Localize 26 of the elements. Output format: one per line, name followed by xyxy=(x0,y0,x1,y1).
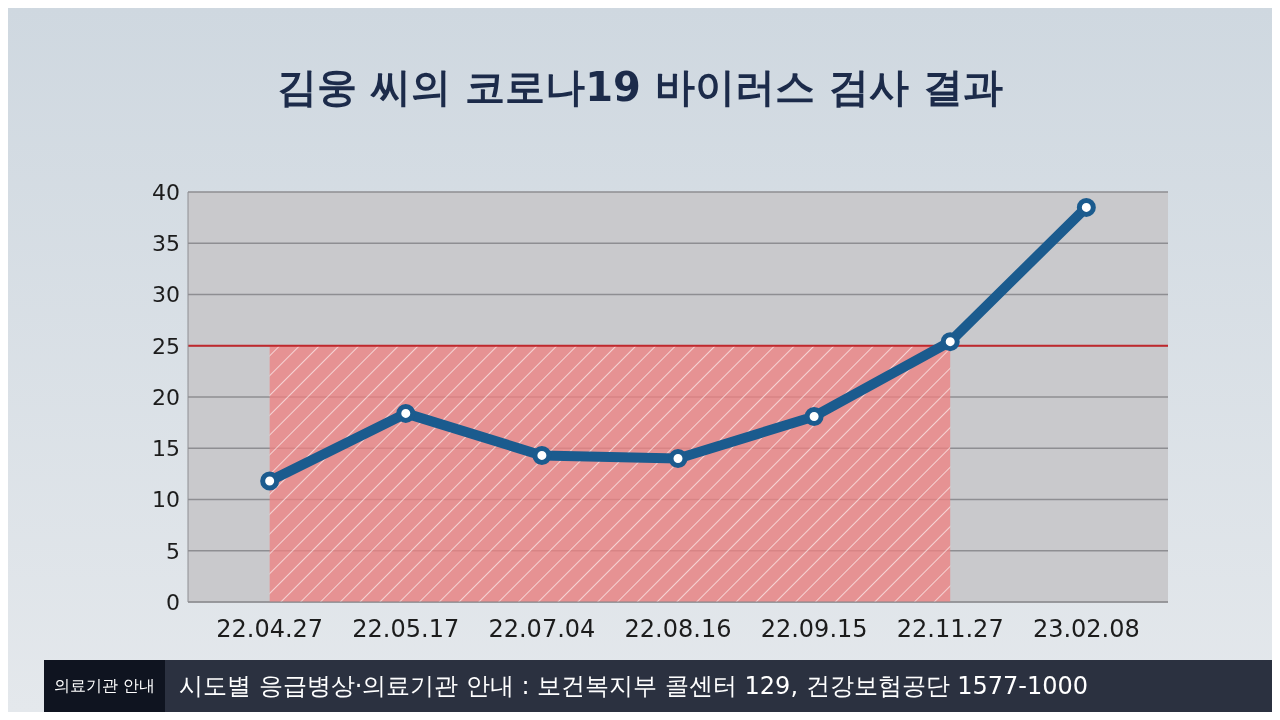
x-tick-label: 22.05.17 xyxy=(352,615,460,644)
x-tick-label: 22.07.04 xyxy=(488,615,596,644)
x-tick-label: 22.08.16 xyxy=(624,615,732,644)
text: 의료기관 안내 xyxy=(44,660,166,712)
x-tick-label: 23.02.08 xyxy=(1032,615,1140,644)
chart-title: 김웅 씨의 코로나19 바이러스 검사 결과 xyxy=(276,63,1004,112)
point xyxy=(260,471,280,491)
y-tick-label: 5 xyxy=(166,538,180,564)
point xyxy=(532,445,552,465)
x-tick-label: 22.04.27 xyxy=(216,615,324,644)
point xyxy=(668,449,688,468)
x-tick-label: 22.09.15 xyxy=(760,615,868,644)
y-tick-label: 20 xyxy=(152,384,180,410)
y-tick-label: 40 xyxy=(152,179,180,205)
y-tick-label: 35 xyxy=(152,231,180,257)
x-tick-label: 22.11.27 xyxy=(896,615,1004,644)
y-tick-label: 0 xyxy=(166,589,180,615)
text: 시도별 응급병상·의료기관 안내 : 보건복지부 콜센터 129, 건강보험공단 1577-1000 xyxy=(178,671,1089,702)
y-tick-label: 30 xyxy=(152,282,180,308)
point xyxy=(396,403,416,423)
point xyxy=(1076,197,1096,217)
y-tick-label: 10 xyxy=(152,487,180,513)
point xyxy=(804,406,824,426)
point xyxy=(940,332,960,352)
y-tick-label: 25 xyxy=(152,333,180,359)
y-tick-label: 15 xyxy=(152,436,180,462)
